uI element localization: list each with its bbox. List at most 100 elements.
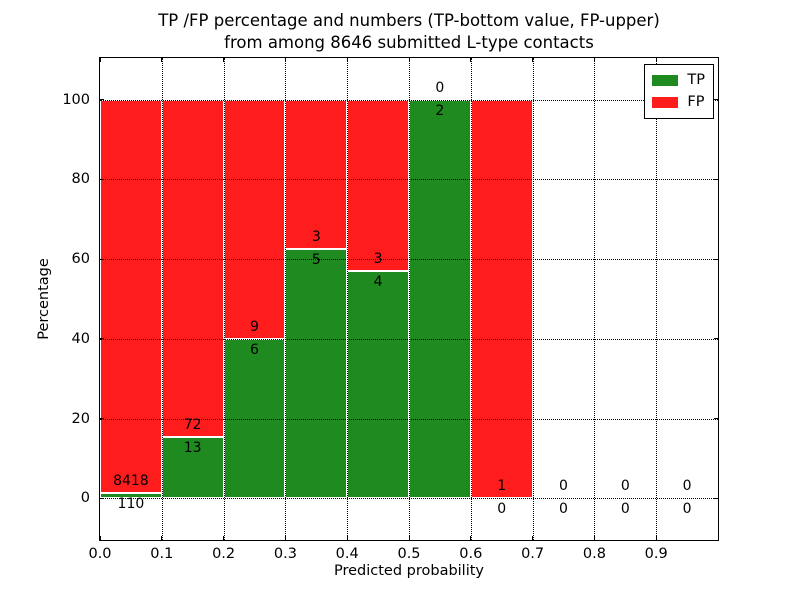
tp-bar-segment xyxy=(285,249,348,499)
legend-item-tp: TP xyxy=(652,69,705,91)
x-tickmark-top xyxy=(161,58,163,62)
tp-count-label: 0 xyxy=(497,501,507,518)
x-tickmark-top xyxy=(532,58,534,62)
x-tickmark-bottom xyxy=(99,536,101,540)
x-tick-label: 0.6 xyxy=(459,546,483,562)
fp-count-label: 0 xyxy=(620,478,630,495)
y-tick-label: 0 xyxy=(80,490,90,507)
x-tickmark-top xyxy=(284,58,286,62)
fp-bar-segment xyxy=(161,99,224,438)
tp-bar-segment xyxy=(100,493,162,499)
tp-legend-swatch xyxy=(652,74,679,86)
plot-area: TP FP 8418 110 72 13 9 6 3 5 3 4 0 2 1 0 0 0 0 0 0 0 xyxy=(99,57,719,541)
fp-legend-label: FP xyxy=(687,93,705,110)
fp-count-label: 0 xyxy=(435,79,445,96)
y-tickmark-right xyxy=(714,178,718,180)
x-tickmark-bottom xyxy=(593,536,595,540)
y-tick-label: 60 xyxy=(71,251,90,268)
x-tickmark-bottom xyxy=(223,536,225,540)
tp-count-label: 0 xyxy=(620,501,630,518)
fp-bar-segment xyxy=(100,99,162,494)
fp-count-label: 0 xyxy=(682,478,692,495)
y-tickmark-left xyxy=(100,497,104,499)
x-tick-label: 0.5 xyxy=(397,546,421,562)
y-tickmark-left xyxy=(100,418,104,419)
fp-count-label: 8418 xyxy=(113,473,149,490)
x-tickmark-top xyxy=(593,58,595,62)
tp-count-label: 110 xyxy=(117,496,145,513)
x-gridline xyxy=(470,58,472,540)
y-tickmark-right xyxy=(714,418,718,419)
y-tickmark-right xyxy=(714,99,718,101)
y-tick-label: 20 xyxy=(71,410,90,427)
y-tickmark-right xyxy=(714,338,718,340)
chart-title-line2: from among 8646 submitted L-type contact… xyxy=(224,33,594,52)
x-tick-label: 0.4 xyxy=(335,546,359,562)
chart-title-line1: TP /FP percentage and numbers (TP-bottom… xyxy=(158,11,660,30)
x-gridline xyxy=(285,58,287,540)
y-tick-label: 100 xyxy=(62,91,90,108)
fp-bar-segment xyxy=(347,99,409,271)
tp-count-label: 2 xyxy=(435,102,445,119)
tp-legend-label: TP xyxy=(687,71,705,88)
y-tick-label: 80 xyxy=(71,171,90,188)
x-axis-label: Predicted probability xyxy=(333,563,485,579)
fp-count-label: 3 xyxy=(311,229,321,246)
x-gridline xyxy=(594,58,596,540)
fp-bar-segment xyxy=(470,99,533,499)
legend: TP FP xyxy=(644,64,714,119)
x-tickmark-bottom xyxy=(346,536,348,540)
fp-bar-segment xyxy=(223,99,286,339)
fp-count-label: 3 xyxy=(373,250,383,267)
x-gridline xyxy=(532,58,534,540)
x-tick-label: 0.1 xyxy=(150,546,174,562)
tp-count-label: 0 xyxy=(682,501,692,518)
x-tickmark-top xyxy=(408,58,410,62)
x-tick-label: 0.9 xyxy=(644,546,668,562)
legend-item-fp: FP xyxy=(652,91,705,113)
y-tickmark-right xyxy=(714,497,718,499)
y-axis-label: Percentage xyxy=(36,258,52,340)
tp-bar-segment xyxy=(161,437,224,499)
chart-title: TP /FP percentage and numbers (TP-bottom… xyxy=(100,10,718,54)
fp-count-label: 72 xyxy=(183,417,202,434)
fp-count-label: 9 xyxy=(250,318,259,335)
x-gridline xyxy=(409,58,410,540)
x-gridline xyxy=(347,58,349,540)
x-gridline xyxy=(223,58,225,540)
y-tickmark-right xyxy=(714,258,718,260)
x-gridline xyxy=(161,58,163,540)
x-tickmark-bottom xyxy=(470,536,472,540)
x-tick-label: 0.7 xyxy=(521,546,545,562)
x-tickmark-bottom xyxy=(408,536,410,540)
y-tickmark-left xyxy=(100,99,104,101)
tp-count-label: 5 xyxy=(311,252,321,269)
tp-count-label: 4 xyxy=(373,273,383,290)
x-tickmark-top xyxy=(223,58,225,62)
tp-count-label: 6 xyxy=(250,341,259,358)
y-tick-label: 40 xyxy=(71,330,90,347)
x-tickmark-bottom xyxy=(532,536,534,540)
x-tick-label: 0.3 xyxy=(273,546,297,562)
x-tickmark-top xyxy=(655,58,657,62)
x-tickmark-bottom xyxy=(284,536,286,540)
x-tickmark-top xyxy=(99,58,101,62)
y-tickmark-left xyxy=(100,338,104,340)
fp-count-label: 0 xyxy=(559,478,568,495)
y-tickmark-left xyxy=(100,258,104,260)
x-tickmark-top xyxy=(470,58,472,62)
tp-count-label: 0 xyxy=(559,501,568,518)
tp-count-label: 13 xyxy=(183,440,202,457)
x-tick-label: 0.0 xyxy=(88,546,112,562)
tp-bar-segment xyxy=(409,99,471,499)
fp-legend-swatch xyxy=(652,96,679,108)
fp-count-label: 1 xyxy=(497,478,507,495)
x-gridline xyxy=(656,58,658,540)
y-tickmark-left xyxy=(100,178,104,180)
x-tickmark-bottom xyxy=(655,536,657,540)
fp-bar-segment xyxy=(285,99,348,250)
x-tick-label: 0.2 xyxy=(212,546,236,562)
tp-bar-segment xyxy=(347,270,409,499)
x-tickmark-top xyxy=(346,58,348,62)
x-tick-label: 0.8 xyxy=(582,546,606,562)
